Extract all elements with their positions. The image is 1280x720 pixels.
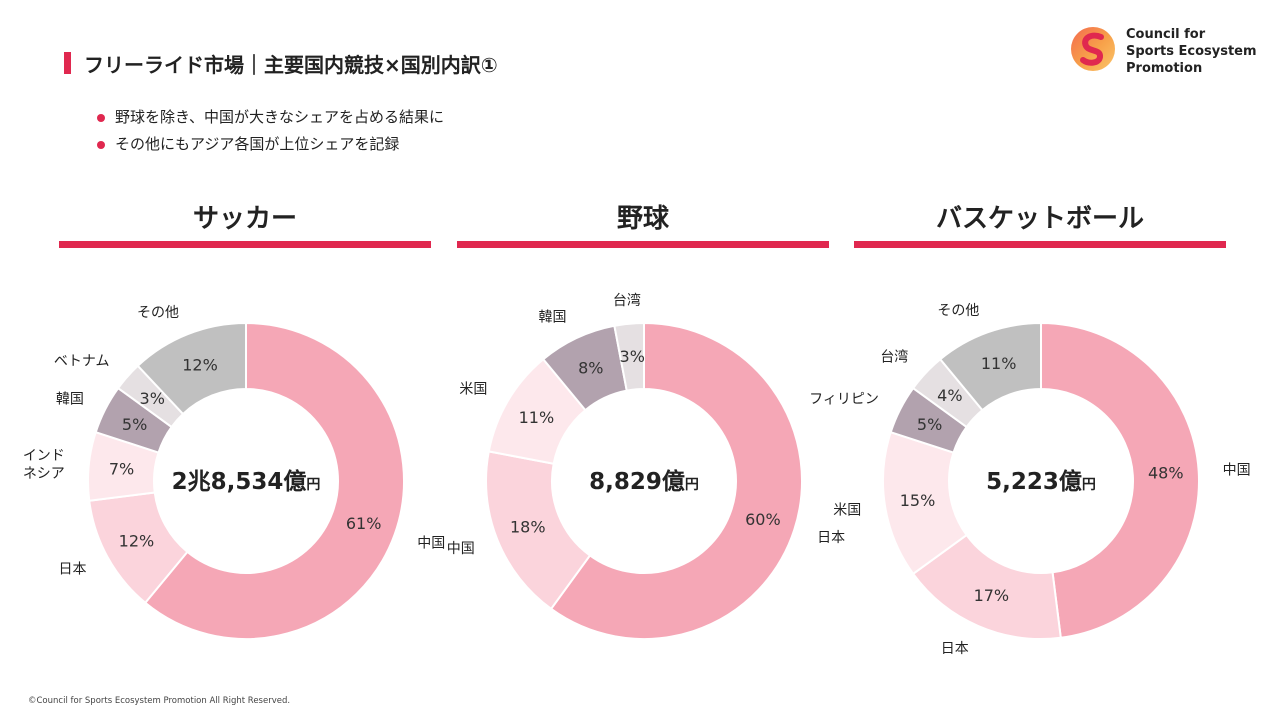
- donut-slice: [549, 321, 803, 640]
- bullet-item: その他にもアジア各国が上位シェアを記録: [97, 131, 444, 158]
- slice-category-label: 日本: [59, 562, 87, 578]
- slice-category-label: 台湾: [880, 348, 908, 365]
- slice-category-label: 米国: [833, 502, 861, 518]
- slice-value-label: 7%: [109, 460, 134, 479]
- slice-value-label: 15%: [900, 491, 936, 510]
- page-title: フリーライド市場｜主要国内競技×国別内訳①: [84, 53, 498, 77]
- slice-value-label: 8%: [578, 358, 603, 377]
- center-total: 2兆8,534億円: [172, 468, 321, 495]
- donut-slice: [1040, 321, 1200, 639]
- slice-value-label: 12%: [182, 355, 218, 374]
- slice-value-label: 11%: [519, 408, 555, 427]
- slice-category-label: 中国: [417, 536, 445, 552]
- center-total: 8,829億円: [589, 468, 699, 495]
- slice-category-label: ベトナム: [54, 354, 110, 370]
- slice-value-label: 48%: [1148, 464, 1184, 483]
- title-accent-bar: [64, 52, 71, 74]
- slice-value-label: 11%: [981, 354, 1017, 373]
- logo-line-3: Promotion: [1126, 61, 1203, 76]
- donut-slice: [613, 321, 645, 392]
- bullet-list: 野球を除き、中国が大きなシェアを占める結果に その他にもアジア各国が上位シェアを…: [97, 104, 444, 158]
- chart-title-rule: [457, 241, 829, 248]
- bullet-item: 野球を除き、中国が大きなシェアを占める結果に: [97, 104, 444, 131]
- donut-slice: [143, 321, 405, 640]
- donut-chart: 48% 中国 17% 日本 15% 米国 5% フィリピン 4% 台湾 11% その他 5,223億円: [809, 303, 1251, 657]
- slice-category-label: 台湾: [613, 292, 641, 309]
- slice-category-label: 日本: [941, 641, 969, 657]
- slice-value-label: 5%: [917, 415, 942, 434]
- slice-category-label: 中国: [1223, 463, 1251, 479]
- logo-line-1: Council for: [1126, 27, 1206, 42]
- chart-title: サッカー: [192, 204, 297, 234]
- slice-value-label: 17%: [974, 586, 1010, 605]
- slice-category-label: 韓国: [539, 309, 567, 325]
- slice-value-label: 18%: [510, 518, 546, 537]
- slice-category-label: インドネシア: [23, 448, 65, 482]
- chart-title: バスケットボール: [935, 204, 1144, 234]
- slice-value-label: 61%: [346, 514, 382, 533]
- slice-category-label: 韓国: [56, 391, 84, 407]
- slice-category-label: 日本: [817, 530, 845, 546]
- slice-category-label: その他: [937, 303, 979, 319]
- slice-value-label: 4%: [937, 386, 962, 405]
- chart-title: 野球: [616, 204, 669, 234]
- donut-slice: [136, 321, 247, 416]
- chart-panel-basketball: バスケットボール 48% 中国 17% 日本 15% 米国 5% フィリピン 4% 台湾 11% その…: [809, 190, 1251, 660]
- logo-line-2: Sports Ecosystem: [1126, 44, 1257, 59]
- chart-title-rule: [854, 241, 1226, 248]
- slice-value-label: 3%: [620, 347, 645, 366]
- logo: Council for Sports Ecosystem Promotion: [1070, 26, 1260, 78]
- chart-panel-soccer: サッカー 61% 中国 12% 日本 7% インドネシア 5% 韓国 3% ベトナム 12% その他 2…: [23, 190, 445, 660]
- slice-category-label: 米国: [459, 381, 487, 397]
- slice-category-label: 中国: [447, 541, 475, 557]
- slice-value-label: 60%: [745, 510, 781, 529]
- slice-category-label: フィリピン: [809, 391, 879, 407]
- chart-panel-baseball: 野球 60% 日本 18% 中国 11% 米国 8% 韓国 3% 台湾 8,829億円: [447, 190, 845, 660]
- slice-value-label: 12%: [119, 532, 155, 551]
- slice-value-label: 3%: [140, 389, 165, 408]
- donut-chart: 61% 中国 12% 日本 7% インドネシア 5% 韓国 3% ベトナム 12% その他 2兆8,53…: [23, 305, 445, 640]
- footer-copyright: ©Council for Sports Ecosystem Promotion …: [28, 696, 291, 706]
- center-total: 5,223億円: [986, 468, 1096, 495]
- donut-chart: 60% 日本 18% 中国 11% 米国 8% 韓国 3% 台湾 8,829億円: [447, 292, 845, 640]
- chart-title-rule: [59, 241, 431, 248]
- slice-value-label: 5%: [122, 415, 147, 434]
- logo-text: Council for Sports Ecosystem Promotion: [1126, 26, 1257, 77]
- slice-category-label: その他: [137, 305, 179, 321]
- logo-mark-icon: [1071, 27, 1115, 71]
- donut-slice: [938, 321, 1042, 412]
